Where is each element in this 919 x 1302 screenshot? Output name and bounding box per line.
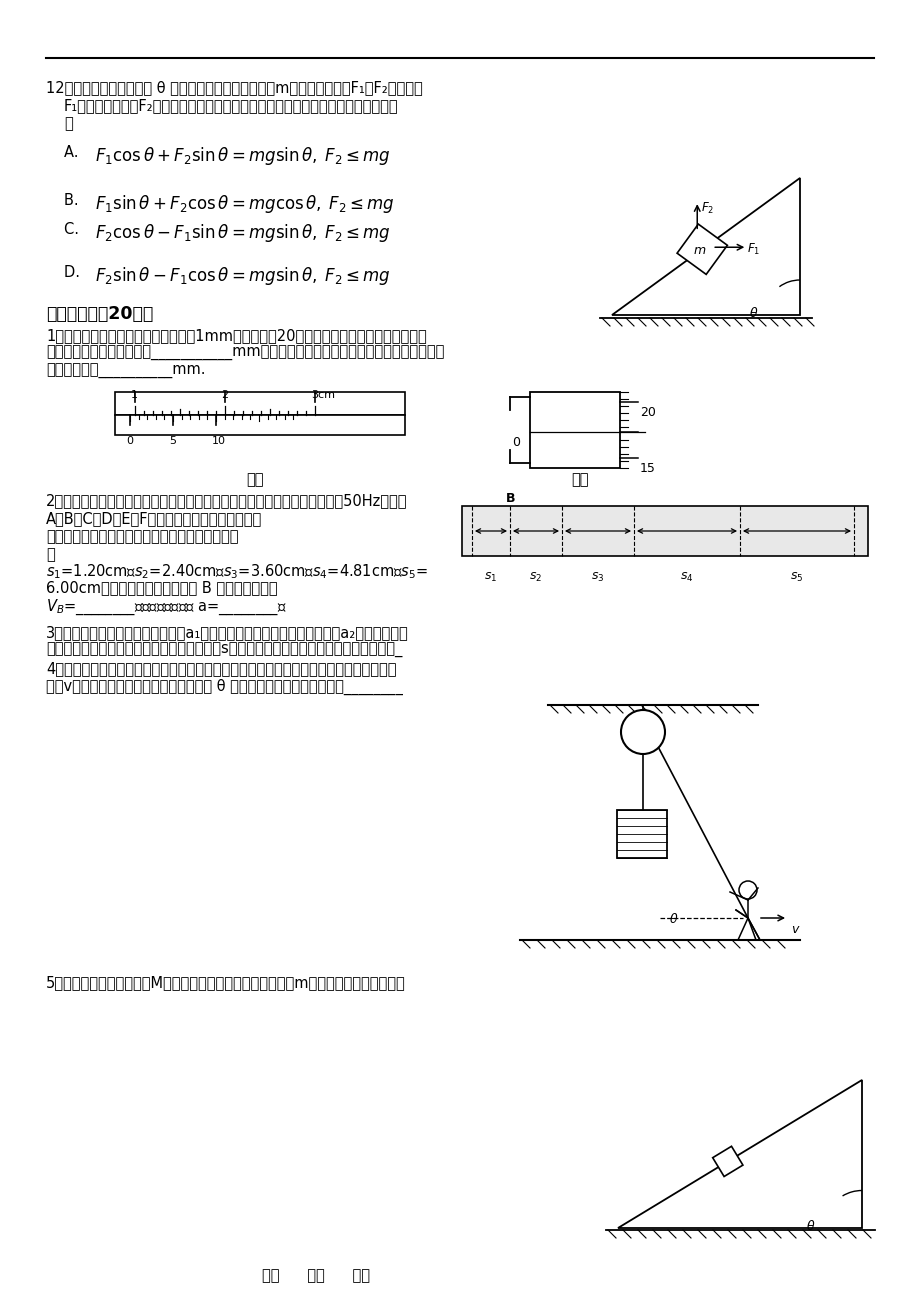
Bar xyxy=(115,392,404,415)
Text: 据: 据 xyxy=(46,547,55,562)
Text: 二、填空题（20分）: 二、填空题（20分） xyxy=(46,305,153,323)
Text: 5、如图所示，一个质量为M的斜面体静止在水平面上，质量为m的物块沿斜面匀速下滑，: 5、如图所示，一个质量为M的斜面体静止在水平面上，质量为m的物块沿斜面匀速下滑， xyxy=(46,975,405,990)
Polygon shape xyxy=(712,1146,743,1177)
Text: C.: C. xyxy=(64,223,88,237)
Text: 0: 0 xyxy=(512,436,519,449)
Text: 间均有四个点（图中未画出），用刻度尺量得其数: 间均有四个点（图中未画出），用刻度尺量得其数 xyxy=(46,529,238,544)
Text: 用心      爱心      专心: 用心 爱心 专心 xyxy=(262,1268,369,1282)
Text: $F_1$: $F_1$ xyxy=(746,242,759,256)
Text: 所示的读数是__________mm.: 所示的读数是__________mm. xyxy=(46,365,205,379)
Text: $s_1$=1.20cm，$s_2$=2.40cm，$s_3$=3.60cm，$s_4$=4.81cm，$s_5$=: $s_1$=1.20cm，$s_2$=2.40cm，$s_3$=3.60cm，$… xyxy=(46,562,427,581)
Text: $s_2$: $s_2$ xyxy=(528,572,542,585)
Text: $F_1\sin\theta + F_2\cos\theta = mg\cos\theta,\;F_2 \leq mg$: $F_1\sin\theta + F_2\cos\theta = mg\cos\… xyxy=(95,193,394,215)
Text: B.: B. xyxy=(64,193,88,208)
Text: 3、一物体初速度为零，先以大小为a₁的加速度做匀加速运动，后以大小为a₂的加速度做匀: 3、一物体初速度为零，先以大小为a₁的加速度做匀加速运动，后以大小为a₂的加速度… xyxy=(46,625,408,641)
Polygon shape xyxy=(676,224,727,275)
Text: $F_2\sin\theta - F_1\cos\theta = mg\sin\theta,\;F_2 \leq mg$: $F_2\sin\theta - F_1\cos\theta = mg\sin\… xyxy=(95,266,391,286)
Text: θ: θ xyxy=(669,913,677,926)
Text: 3cm: 3cm xyxy=(311,391,335,400)
Circle shape xyxy=(620,710,664,754)
Text: $s_5$: $s_5$ xyxy=(789,572,803,585)
Text: $F_2$: $F_2$ xyxy=(700,201,713,216)
Text: 1: 1 xyxy=(130,391,138,400)
Text: A.: A. xyxy=(64,145,87,160)
Text: $V_B$=________，物体运动加速度 a=________。: $V_B$=________，物体运动加速度 a=________。 xyxy=(46,598,287,617)
Text: D.: D. xyxy=(64,266,89,280)
Text: $s_3$: $s_3$ xyxy=(591,572,604,585)
Text: A、B、C、D、E、F均为计数点，相邻两记数点之: A、B、C、D、E、F均为计数点，相邻两记数点之 xyxy=(46,510,262,526)
Text: 速率v沿地面匀速运动，当绳与水平方向成 θ 角时，物体上升的瞬时速度为________: 速率v沿地面匀速运动，当绳与水平方向成 θ 角时，物体上升的瞬时速度为_____… xyxy=(46,680,403,695)
Bar xyxy=(529,392,619,467)
Text: B: B xyxy=(505,492,515,505)
Text: v: v xyxy=(790,923,798,936)
Text: 20: 20 xyxy=(640,406,655,419)
Text: ）: ） xyxy=(64,116,73,132)
Text: θ: θ xyxy=(749,307,757,320)
Text: $s_1$: $s_1$ xyxy=(483,572,497,585)
Bar xyxy=(115,415,404,435)
Text: 6.00cm，则图中打点计时器打下 B 点时物体的速度: 6.00cm，则图中打点计时器打下 B 点时物体的速度 xyxy=(46,579,278,595)
Text: $F_2\cos\theta - F_1\sin\theta = mg\sin\theta,\;F_2 \leq mg$: $F_2\cos\theta - F_1\sin\theta = mg\sin\… xyxy=(95,223,391,243)
Text: m: m xyxy=(693,243,706,256)
Text: F₁方向水平向右，F₂方向竖直向上。若物体静止在斜面上，则下列关系式正确的是（: F₁方向水平向右，F₂方向竖直向上。若物体静止在斜面上，则下列关系式正确的是（ xyxy=(64,98,398,113)
Text: 减速运动直到静止。整个过程中物体的位移为s，则该物体在此直线运动过程中最大速度为_: 减速运动直到静止。整个过程中物体的位移为s，则该物体在此直线运动过程中最大速度为… xyxy=(46,643,402,658)
Text: $F_1\cos\theta + F_2\sin\theta = mg\sin\theta,\;F_2 \leq mg$: $F_1\cos\theta + F_2\sin\theta = mg\sin\… xyxy=(95,145,391,167)
Text: 1、有一游标卡尺，主尺的最小分度是1mm，游标上有20个等分刻度。用它测量一小球的直: 1、有一游标卡尺，主尺的最小分度是1mm，游标上有20个等分刻度。用它测量一小球… xyxy=(46,328,426,342)
Text: 图甲: 图甲 xyxy=(246,473,264,487)
Text: 15: 15 xyxy=(640,462,655,475)
Text: 0: 0 xyxy=(126,436,133,447)
Text: $s_4$: $s_4$ xyxy=(679,572,693,585)
Bar xyxy=(461,506,867,556)
Text: θ: θ xyxy=(806,1220,813,1233)
Text: 2: 2 xyxy=(221,391,228,400)
Text: 径，如图甲所示的其读数是___________mm。用螺旋测微器测量一根金属丝的直径，如图乙: 径，如图甲所示的其读数是___________mm。用螺旋测微器测量一根金属丝的… xyxy=(46,346,444,361)
Text: 2、如图所示是研究匀变速直线运动的实验中打出的纸带，所用电源的频率为50Hz，图中: 2、如图所示是研究匀变速直线运动的实验中打出的纸带，所用电源的频率为50Hz，图… xyxy=(46,493,407,508)
Text: 图乙: 图乙 xyxy=(571,473,588,487)
Text: 4、如图所示，一根长绳跨过定滑轮，其一端系一重物，另一端握在一人手中，若人以恒定: 4、如图所示，一根长绳跨过定滑轮，其一端系一重物，另一端握在一人手中，若人以恒定 xyxy=(46,661,396,676)
Bar xyxy=(617,810,666,858)
Text: 5: 5 xyxy=(169,436,176,447)
Text: 12、如图所示，在倾角为 θ 的固定光滑斜面上，质量为m的物体受到外力F₁和F₂的作用，: 12、如图所示，在倾角为 θ 的固定光滑斜面上，质量为m的物体受到外力F₁和F₂… xyxy=(46,79,423,95)
Text: 10: 10 xyxy=(211,436,226,447)
